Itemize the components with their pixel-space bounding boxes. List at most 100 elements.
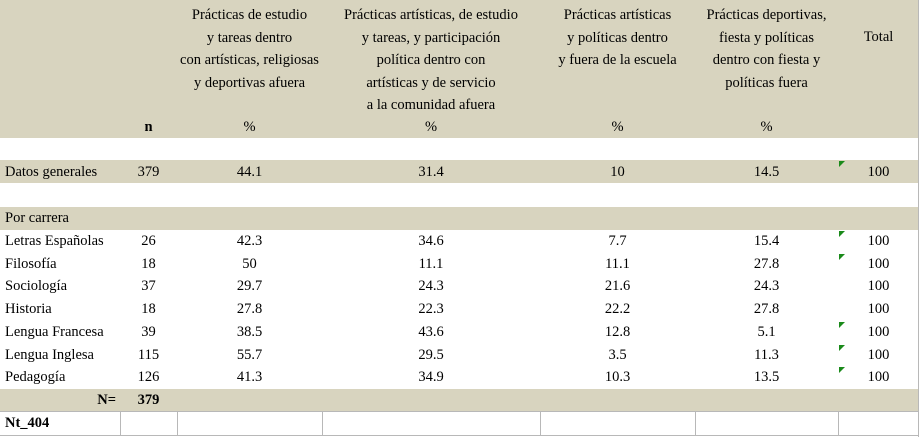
row-value: 11.1 <box>605 255 630 272</box>
row-label: Filosofía <box>5 255 57 272</box>
row-label: Lengua Francesa <box>5 323 104 340</box>
row-value: 42.3 <box>236 233 263 249</box>
row-label: Datos generales <box>5 164 98 180</box>
row-value: 3.5 <box>608 346 627 363</box>
section-label: Por carrera <box>5 210 69 226</box>
note: Nt_404 <box>5 415 50 431</box>
row-value: 5.1 <box>757 323 776 340</box>
row-value: 15.4 <box>753 233 780 249</box>
row-value: 13.5 <box>753 369 780 386</box>
row-value: 27.8 <box>753 301 780 318</box>
row-value: 21.6 <box>604 278 631 295</box>
row-n: 115 <box>137 346 160 363</box>
row-value: 31.4 <box>418 164 444 180</box>
row-value: 27.8 <box>236 301 263 318</box>
row-value: 100 <box>867 278 890 295</box>
row-n: 39 <box>141 323 156 340</box>
grid-line <box>322 411 323 436</box>
row-value: 11.1 <box>418 255 444 272</box>
header-text: y tareas, y participación <box>361 29 501 46</box>
header-text: Total <box>863 29 894 45</box>
header-text: política dentro con <box>376 52 486 68</box>
row-value: 50 <box>242 255 257 272</box>
row-label: Letras Españolas <box>5 233 104 249</box>
row-value: 100 <box>867 346 890 363</box>
comment-marker <box>839 161 845 167</box>
row-label: Sociología <box>5 278 68 295</box>
row-n: 18 <box>141 301 156 318</box>
header-text: dentro con fiesta y <box>712 52 821 68</box>
row-n: 379 <box>137 164 160 180</box>
row-band <box>0 160 919 183</box>
header-text: y políticas dentro <box>567 29 668 46</box>
header-unit: % <box>611 119 624 135</box>
row-value: 34.9 <box>418 369 444 386</box>
row-value: 100 <box>867 369 890 386</box>
comment-marker <box>839 345 845 351</box>
comment-marker <box>839 254 845 260</box>
header-text: a la comunidad afuera <box>366 97 496 113</box>
header-n: n <box>144 119 153 135</box>
header-text: Prácticas artísticas <box>563 7 672 23</box>
row-value: 10 <box>610 164 625 180</box>
header-text: y deportivas afuera <box>193 74 306 91</box>
header-text: Prácticas deportivas, <box>706 7 827 23</box>
row-label: Pedagogía <box>5 369 66 386</box>
row-value: 29.7 <box>236 278 263 295</box>
comment-marker <box>839 367 845 373</box>
footer-n: 379 <box>137 392 160 408</box>
row-value: 14.5 <box>753 164 780 180</box>
row-value: 12.8 <box>604 323 631 340</box>
row-value: 34.6 <box>418 233 444 249</box>
row-band <box>0 207 919 230</box>
row-n: 37 <box>141 278 156 295</box>
grid-line <box>0 435 919 436</box>
header-text: y fuera de la escuela <box>558 52 677 68</box>
row-value: 27.8 <box>753 255 780 272</box>
grid-line <box>540 411 541 436</box>
footer-label: N= <box>97 392 116 408</box>
header-text: políticas fuera <box>725 74 808 91</box>
row-value: 22.2 <box>604 301 631 318</box>
row-n: 126 <box>137 369 160 386</box>
header-text: Prácticas de estudio <box>191 7 308 23</box>
row-value: 43.6 <box>418 323 444 340</box>
comment-marker <box>839 322 845 328</box>
row-value: 38.5 <box>236 323 263 340</box>
row-label: Historia <box>5 301 52 318</box>
header-text: y tareas dentro <box>206 29 293 46</box>
row-value: 100 <box>867 255 890 272</box>
row-value: 100 <box>867 233 890 249</box>
row-value: 41.3 <box>236 369 263 386</box>
row-value: 100 <box>867 323 890 340</box>
row-value: 24.3 <box>753 278 780 295</box>
row-n: 18 <box>141 255 156 272</box>
header-unit: % <box>243 119 256 135</box>
grid-line <box>838 411 839 436</box>
row-value: 29.5 <box>418 346 444 363</box>
header-text: fiesta y políticas <box>718 29 815 46</box>
row-band <box>0 389 919 411</box>
grid-line <box>177 411 178 436</box>
row-value: 11.3 <box>754 346 779 363</box>
header-band <box>0 0 919 138</box>
row-value: 55.7 <box>236 346 263 363</box>
row-value: 7.7 <box>608 233 627 249</box>
header-unit: % <box>760 119 773 135</box>
comment-marker <box>839 231 845 237</box>
grid-line <box>0 411 919 412</box>
row-label: Lengua Inglesa <box>5 346 94 363</box>
row-value: 100 <box>867 301 890 318</box>
header-text: con artísticas, religiosas <box>180 52 319 68</box>
row-value: 22.3 <box>418 301 444 318</box>
row-value: 100 <box>867 164 890 180</box>
row-value: 10.3 <box>604 369 631 386</box>
row-n: 26 <box>141 233 156 249</box>
grid-line <box>120 411 121 436</box>
header-text: Prácticas artísticas, de estudio <box>344 7 518 23</box>
header-text: artísticas y de servicio <box>366 74 496 91</box>
header-unit: % <box>424 119 438 135</box>
row-value: 44.1 <box>236 164 263 180</box>
row-value: 24.3 <box>418 278 444 295</box>
